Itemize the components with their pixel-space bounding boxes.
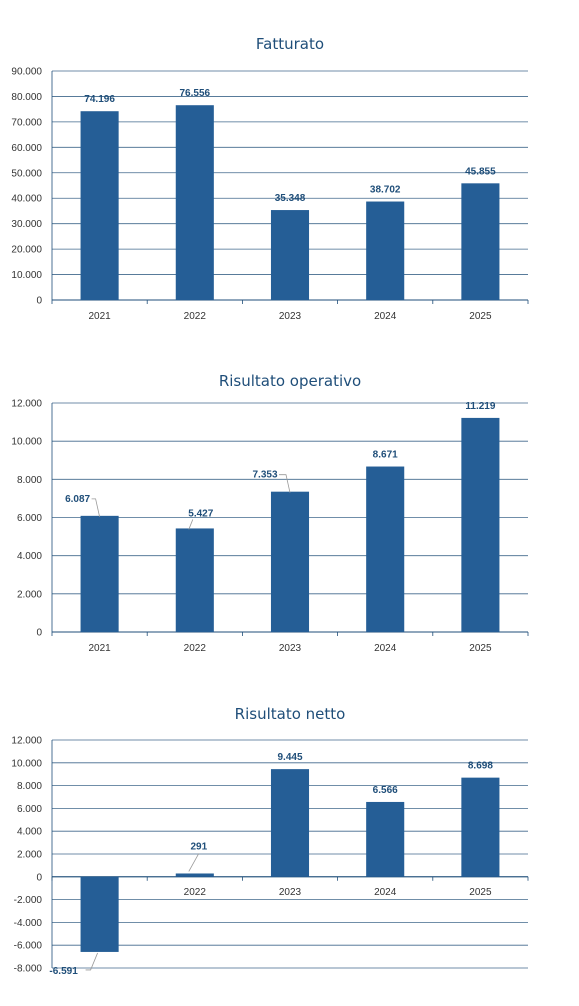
y-tick-label: 30.000 bbox=[11, 219, 42, 230]
label-leader-line bbox=[85, 952, 98, 971]
bar-2023 bbox=[270, 210, 310, 300]
y-tick-label: 70.000 bbox=[11, 117, 42, 128]
y-tick-label: 6.000 bbox=[17, 513, 42, 524]
y-tick-label: 4.000 bbox=[17, 827, 42, 838]
chart-title: Risultato operativo bbox=[219, 372, 361, 390]
x-tick-label: 2023 bbox=[279, 311, 302, 322]
y-tick-label: 2.000 bbox=[17, 589, 42, 600]
y-tick-label: 10.000 bbox=[11, 270, 42, 281]
x-tick-label: 2021 bbox=[88, 643, 111, 654]
bar-2023 bbox=[270, 491, 310, 632]
bar-2021 bbox=[80, 111, 119, 300]
data-label: 76.556 bbox=[180, 88, 211, 99]
y-tick-label: 0 bbox=[36, 296, 42, 307]
x-tick-label: 2024 bbox=[374, 887, 397, 898]
data-label: 8.698 bbox=[468, 761, 493, 772]
y-tick-label: 10.000 bbox=[11, 437, 42, 448]
y-tick-label: 8.000 bbox=[17, 475, 42, 486]
data-label: 38.702 bbox=[370, 185, 401, 196]
chart-fatturato: Fatturato 0 10.000 20.000 30.000 40.000 50.000… bbox=[11, 35, 529, 322]
bar-2025 bbox=[461, 777, 500, 877]
x-tick-label: 2023 bbox=[279, 643, 302, 654]
y-tick-label: 10.000 bbox=[11, 758, 42, 769]
y-tick-label: 2.000 bbox=[17, 850, 42, 861]
y-tick-label: 8.000 bbox=[17, 781, 42, 792]
y-tick-label: 50.000 bbox=[11, 168, 42, 179]
x-tick-label: 2022 bbox=[184, 887, 207, 898]
label-leader-line bbox=[91, 498, 100, 517]
data-label: -6.591 bbox=[49, 966, 78, 977]
y-tick-label: 40.000 bbox=[11, 194, 42, 205]
y-tick-label: 6.000 bbox=[17, 804, 42, 815]
bar-2024 bbox=[366, 201, 405, 300]
bar-2021 bbox=[80, 515, 119, 632]
y-tick-label: 0 bbox=[36, 872, 42, 883]
bar-2024 bbox=[366, 801, 405, 877]
y-tick-label: -4.000 bbox=[14, 918, 43, 929]
data-label: 45.855 bbox=[465, 166, 496, 177]
label-leader-line bbox=[188, 519, 194, 530]
x-tick-label: 2024 bbox=[374, 311, 397, 322]
bar-2025 bbox=[461, 183, 500, 300]
x-tick-label: 2023 bbox=[279, 887, 302, 898]
bar-2024 bbox=[366, 466, 405, 632]
y-tick-label: 80.000 bbox=[11, 92, 42, 103]
x-tick-label: 2021 bbox=[88, 311, 111, 322]
chart-risultato-netto: Risultato netto -8.000 -6.000 -4.000 -2.000 0… bbox=[11, 705, 529, 977]
x-tick-label: 2025 bbox=[469, 643, 492, 654]
bar-2022 bbox=[175, 105, 214, 300]
x-tick-label: 2024 bbox=[374, 643, 397, 654]
chart-title: Risultato netto bbox=[235, 705, 346, 723]
data-label: 8.671 bbox=[373, 450, 398, 461]
bar-2023 bbox=[270, 769, 310, 877]
x-tick-label: 2022 bbox=[184, 311, 207, 322]
data-label: 5.427 bbox=[188, 508, 213, 519]
data-label: 74.196 bbox=[84, 94, 115, 105]
data-label: 11.219 bbox=[465, 401, 495, 412]
y-tick-label: 20.000 bbox=[11, 245, 42, 256]
bar-2025 bbox=[461, 417, 500, 632]
y-tick-label: 12.000 bbox=[11, 736, 42, 747]
x-tick-label: 2025 bbox=[469, 311, 492, 322]
y-tick-label: 12.000 bbox=[11, 399, 42, 410]
bar-2022 bbox=[175, 528, 214, 632]
y-tick-label: -6.000 bbox=[14, 941, 43, 952]
data-label: 35.348 bbox=[275, 193, 306, 204]
y-tick-label: -2.000 bbox=[14, 895, 43, 906]
chart-risultato-operativo: Risultato operativo 0 2.000 4.000 6.000 8.000… bbox=[11, 372, 529, 654]
data-label: 291 bbox=[190, 841, 207, 852]
bar-2022 bbox=[175, 873, 214, 877]
data-label: 6.566 bbox=[373, 785, 398, 796]
x-tick-label: 2022 bbox=[184, 643, 207, 654]
data-label: 7.353 bbox=[252, 470, 277, 481]
y-tick-label: -8.000 bbox=[14, 964, 43, 975]
data-label: 9.445 bbox=[277, 752, 302, 763]
y-tick-label: 4.000 bbox=[17, 551, 42, 562]
chart-title: Fatturato bbox=[256, 35, 324, 53]
y-tick-label: 60.000 bbox=[11, 143, 42, 154]
label-leader-line bbox=[188, 853, 200, 872]
data-label: 6.087 bbox=[65, 494, 90, 505]
bar-negative bbox=[80, 876, 119, 952]
y-tick-label: 90.000 bbox=[11, 67, 42, 78]
label-leader-line bbox=[279, 474, 291, 493]
x-tick-label: 2025 bbox=[469, 887, 492, 898]
y-tick-label: 0 bbox=[36, 628, 42, 639]
